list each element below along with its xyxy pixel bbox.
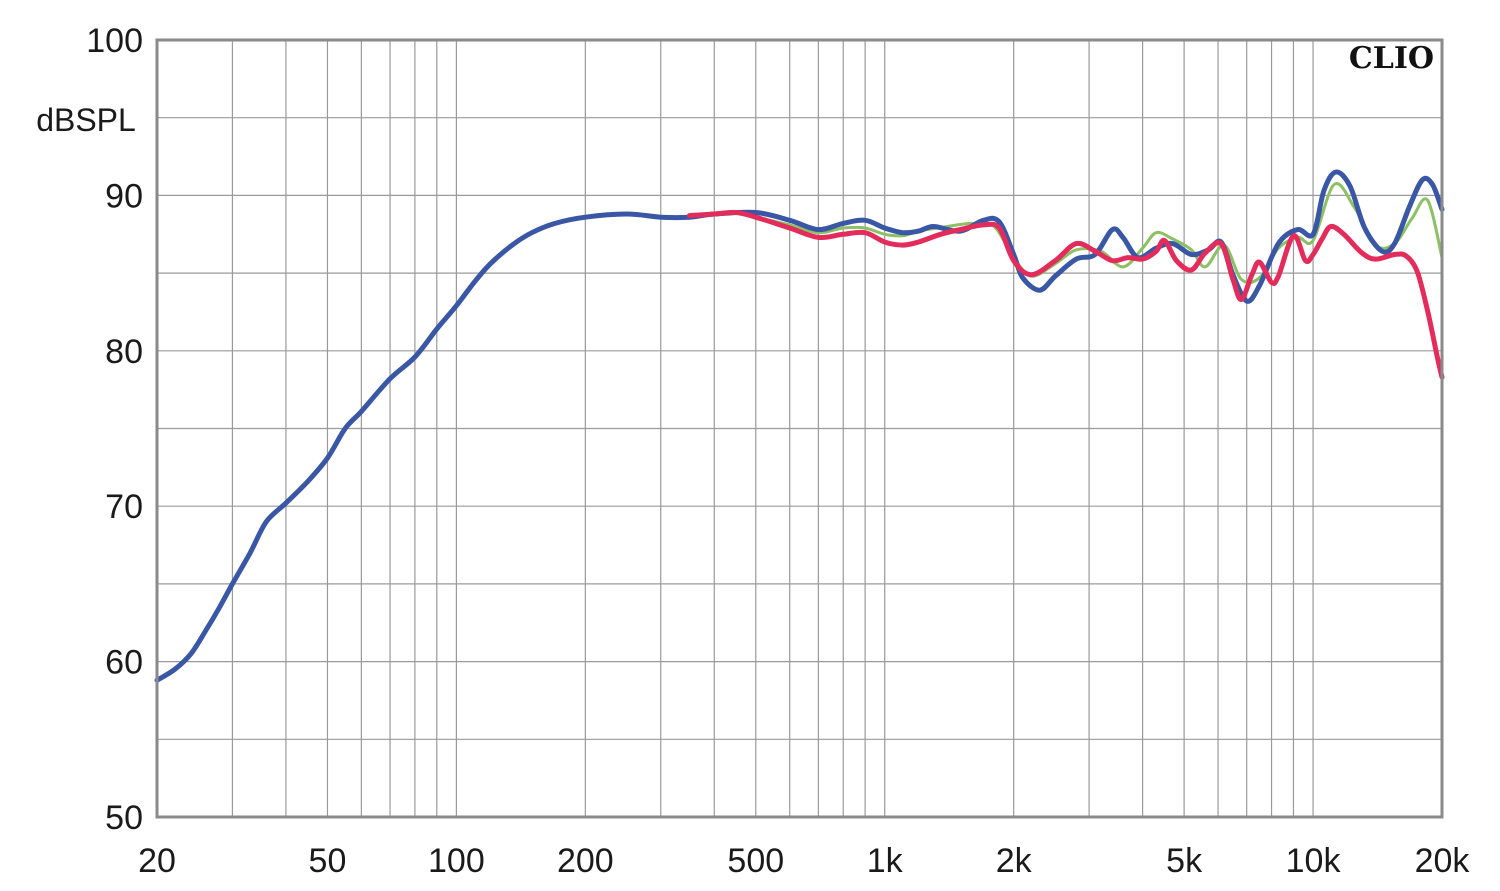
x-tick-label: 200 (557, 842, 614, 880)
series-line-2 (154, 169, 1445, 683)
x-tick-label: 20k (1415, 842, 1471, 880)
x-tick-label: 2k (996, 842, 1033, 880)
x-tick-label: 20 (138, 842, 176, 880)
x-tick-label: 500 (727, 842, 784, 880)
brand-logo: CLIO (1349, 41, 1434, 76)
x-tick-label: 10k (1286, 842, 1342, 880)
y-tick-label: 100 (86, 22, 143, 60)
grid (157, 40, 1442, 817)
y-tick-label: 90 (105, 177, 143, 215)
plot-frame (155, 38, 1444, 819)
x-tick-label: 5k (1166, 842, 1203, 880)
series-line-1 (687, 182, 1444, 285)
x-tick-label: 1k (867, 842, 904, 880)
x-tick-label: 100 (428, 842, 485, 880)
y-tick-labels: 50 60 70 80 90 100 (86, 22, 143, 837)
x-tick-label: 50 (309, 842, 347, 880)
y-tick-label: 70 (105, 488, 143, 526)
y-axis-unit-label: dBSPL (36, 102, 136, 138)
x-tick-labels: 20 50 100 200 500 1k 2k 5k 10k 20k (138, 842, 1470, 880)
series-line-3 (686, 209, 1445, 380)
series-layer (154, 169, 1445, 683)
y-tick-label: 60 (105, 644, 143, 682)
y-tick-label: 80 (105, 333, 143, 371)
y-tick-label: 50 (105, 799, 143, 837)
